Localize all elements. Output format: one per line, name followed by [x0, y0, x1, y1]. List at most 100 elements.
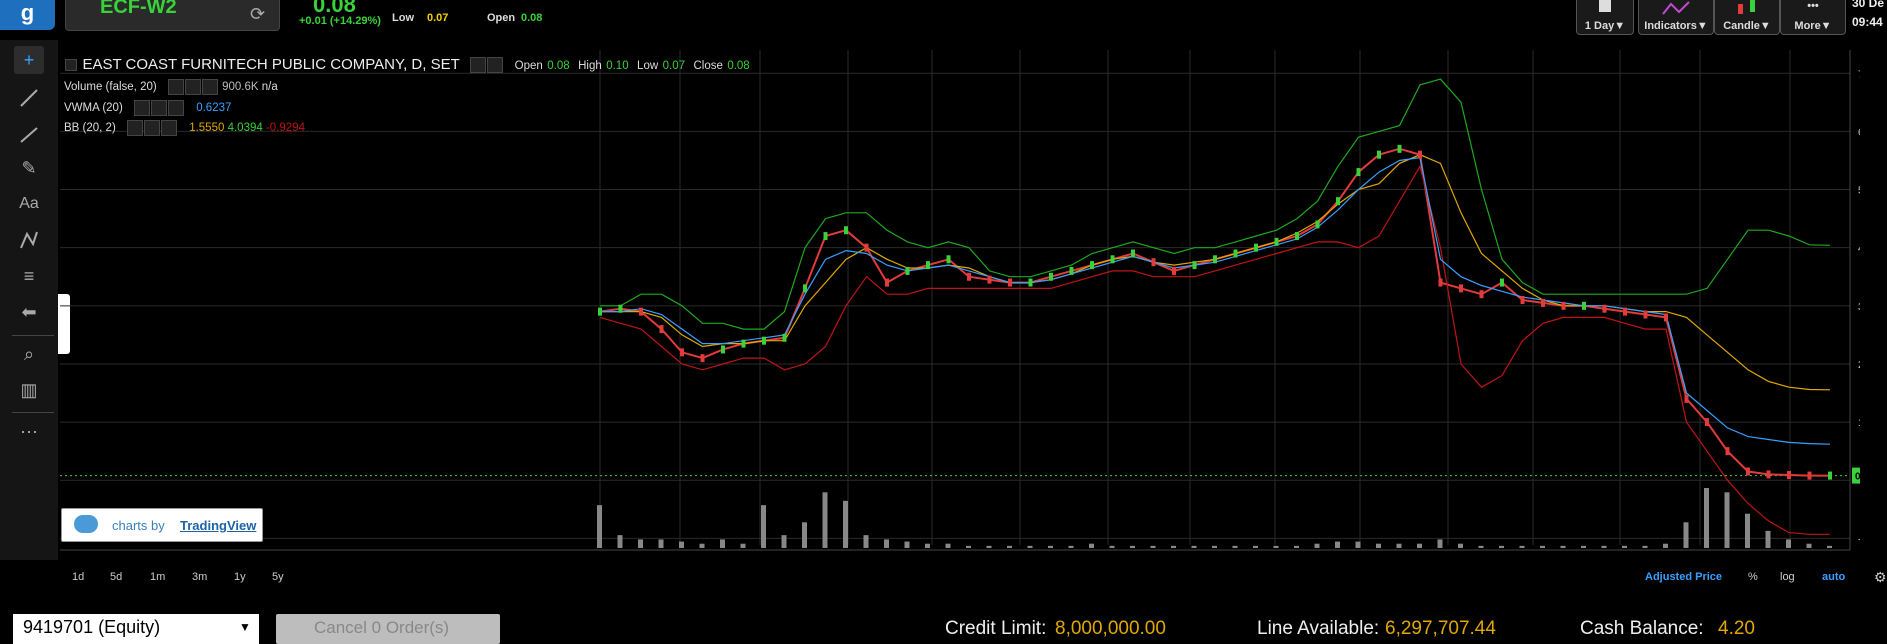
account-select[interactable]: 9419701 (Equity) ▼ — [13, 614, 259, 644]
volume-bar — [638, 539, 643, 548]
bb-mid-value: 1.5550 — [189, 122, 225, 135]
candle — [1377, 150, 1381, 159]
calendar-icon — [1577, 0, 1633, 20]
bb-close-icon[interactable] — [160, 120, 177, 136]
volume-gear-icon[interactable] — [184, 79, 201, 95]
volume-bar — [1765, 530, 1771, 548]
log-toggle[interactable]: log — [1780, 571, 1795, 583]
gear-icon[interactable] — [487, 56, 504, 73]
period-1m[interactable]: 1m — [150, 571, 166, 583]
period-5d[interactable]: 5d — [110, 571, 123, 583]
branding-link[interactable]: TradingView — [180, 518, 257, 533]
candle — [1151, 258, 1156, 267]
volume-bar — [1683, 522, 1689, 548]
tradingview-badge[interactable]: charts by TradingView — [61, 508, 263, 542]
vwma-value: 0.6237 — [196, 102, 232, 115]
brush-icon[interactable]: ✎ — [21, 158, 37, 178]
volume-bar — [1437, 539, 1443, 548]
text-tool-icon[interactable]: Aa — [19, 195, 39, 212]
trendline-icon[interactable] — [14, 84, 44, 112]
candle — [1213, 255, 1217, 264]
collapse-toolbar-handle[interactable] — [58, 294, 70, 354]
indicators-button[interactable]: Indicators▼ — [1638, 0, 1714, 35]
auto-toggle[interactable]: auto — [1822, 571, 1846, 583]
period-1y[interactable]: 1y — [234, 571, 246, 583]
vwma-gear-icon[interactable] — [151, 100, 167, 116]
toolbar-divider-2 — [12, 412, 54, 413]
candle-button[interactable]: Candle▼ — [1714, 0, 1780, 35]
vwma-close-icon[interactable] — [168, 100, 184, 116]
period-1d[interactable]: 1d — [72, 571, 85, 583]
volume-bar — [1622, 545, 1627, 548]
back-arrow-icon[interactable]: ⬅ — [21, 302, 37, 322]
ohlc-low-label: Low — [637, 60, 659, 72]
settings-icon[interactable] — [470, 56, 487, 73]
toolbar-divider — [12, 335, 54, 336]
volume-value: 900.6K — [222, 81, 259, 94]
period-5y[interactable]: 5y — [272, 571, 284, 583]
candle — [1336, 197, 1340, 206]
volume-eye-icon[interactable] — [167, 79, 184, 95]
price-change: +0.01 (+14.29%) — [299, 15, 381, 27]
y-tick-label: 3.0 — [1858, 302, 1860, 313]
pattern-icon[interactable] — [14, 226, 44, 254]
volume-bar — [1642, 545, 1648, 548]
zoom-icon[interactable]: ⌕ — [23, 344, 35, 364]
ohlc-open-value: 0.08 — [547, 60, 570, 72]
vwma-eye-icon[interactable] — [134, 100, 150, 116]
volume-bar — [699, 543, 705, 548]
candle — [680, 348, 684, 357]
candle — [1787, 471, 1791, 479]
ohlc-close-label: Close — [693, 60, 723, 72]
account-bar: 9419701 (Equity) ▼ Cancel 0 Order(s) Cre… — [0, 588, 1887, 644]
price-chart[interactable]: 8Dec2018FebMarAprMayJunJulAugSepOctNovDe… — [60, 50, 1860, 554]
adjusted-price-toggle[interactable]: Adjusted Price — [1645, 571, 1723, 583]
period-3m[interactable]: 3m — [192, 571, 208, 583]
volume-bar — [904, 541, 910, 548]
collapse-legend-icon[interactable] — [65, 58, 77, 71]
app-logo[interactable]: g — [0, 0, 55, 30]
refresh-icon[interactable]: ⟳ — [250, 4, 266, 24]
interval-label: 1 Day▼ — [1584, 20, 1626, 32]
more-button[interactable]: ••• More▼ — [1780, 0, 1846, 35]
volume-bar — [1663, 543, 1668, 548]
volume-bar — [1704, 488, 1709, 548]
fork-icon[interactable] — [14, 120, 44, 148]
candle — [1274, 237, 1279, 246]
cancel-orders-button[interactable]: Cancel 0 Order(s) — [276, 614, 500, 644]
volume-bar — [1417, 543, 1422, 548]
volume-bar — [1724, 492, 1730, 548]
symbol-text: ECF-W2 — [100, 0, 177, 18]
volume-bar — [1745, 513, 1750, 548]
volume-bar — [1478, 545, 1484, 548]
candle — [1069, 266, 1074, 275]
account-value: 9419701 (Equity) — [23, 617, 161, 637]
candle — [1541, 298, 1545, 307]
volume-bar — [1786, 539, 1791, 548]
symbol-selector[interactable] — [65, 0, 280, 31]
crosshair-icon[interactable]: + — [14, 46, 44, 74]
candle — [1356, 168, 1361, 177]
volume-bar — [1314, 543, 1320, 548]
bb-eye-icon[interactable] — [126, 120, 143, 136]
candle — [1582, 301, 1586, 310]
ohlc-open-label: Open — [514, 60, 543, 72]
candle — [1561, 301, 1566, 310]
volume-bar — [1540, 545, 1545, 548]
ohlc-close-value: 0.08 — [727, 60, 750, 72]
candle — [1233, 249, 1238, 258]
candle — [885, 278, 889, 287]
measure-icon[interactable]: ▥ — [20, 380, 38, 400]
time-display: 09:44 — [1852, 15, 1883, 29]
percent-toggle[interactable]: % — [1748, 571, 1758, 583]
interval-button[interactable]: 1 Day▼ — [1576, 0, 1634, 35]
bb-gear-icon[interactable] — [143, 120, 160, 136]
more-tools-icon[interactable]: ⋯ — [20, 422, 38, 442]
volume-close-icon[interactable] — [201, 79, 218, 95]
fibonacci-icon[interactable]: ≡ — [23, 266, 35, 286]
volume-bar — [925, 543, 930, 548]
chart-settings-icon[interactable]: ⚙ — [1874, 569, 1887, 585]
volume-bar — [1089, 543, 1094, 548]
volume-bar — [822, 492, 828, 548]
series-vwma — [600, 156, 1831, 445]
